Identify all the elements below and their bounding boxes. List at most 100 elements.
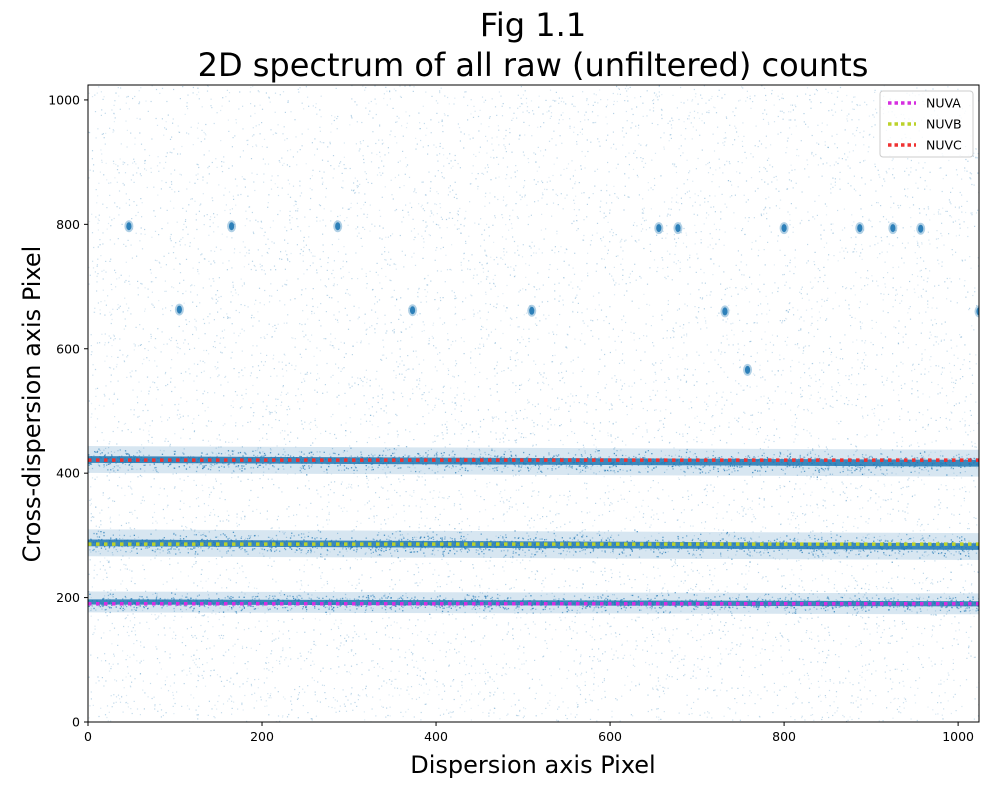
noise-count	[118, 514, 120, 516]
noise-count	[550, 675, 552, 677]
noise-count	[96, 281, 98, 283]
noise-count	[945, 426, 948, 428]
noise-count	[581, 150, 583, 153]
noise-count	[92, 267, 95, 269]
noise-count	[288, 630, 290, 632]
noise-count	[922, 597, 925, 599]
noise-count	[493, 305, 495, 308]
noise-count	[962, 376, 964, 378]
noise-count	[971, 583, 973, 585]
noise-count	[868, 584, 870, 586]
noise-count	[844, 492, 846, 494]
noise-count	[689, 197, 691, 199]
noise-count	[483, 610, 485, 612]
noise-count	[832, 406, 834, 408]
noise-count	[917, 687, 919, 689]
noise-count	[336, 319, 339, 321]
noise-count	[107, 550, 109, 552]
noise-count	[430, 448, 432, 450]
noise-count	[144, 422, 146, 424]
noise-count	[641, 160, 643, 162]
noise-count	[534, 323, 537, 325]
noise-count	[932, 297, 934, 299]
noise-count	[215, 447, 217, 449]
noise-count	[826, 162, 828, 164]
noise-count	[365, 287, 368, 289]
noise-count	[185, 219, 187, 221]
noise-count	[100, 660, 103, 662]
noise-count	[692, 675, 694, 677]
noise-count	[617, 255, 619, 257]
noise-count	[418, 527, 420, 529]
noise-count	[828, 110, 830, 112]
noise-count	[127, 164, 129, 166]
noise-count	[878, 419, 881, 421]
noise-count	[205, 134, 207, 136]
noise-count	[711, 181, 713, 183]
noise-count	[369, 230, 371, 232]
noise-count	[749, 341, 751, 343]
noise-count	[472, 116, 475, 118]
noise-count	[820, 157, 822, 159]
noise-count	[739, 319, 741, 321]
noise-count	[922, 644, 924, 646]
noise-count	[520, 617, 522, 619]
noise-count	[428, 343, 430, 345]
noise-count	[146, 357, 148, 359]
noise-count	[706, 111, 708, 113]
noise-count	[876, 631, 878, 633]
noise-count	[901, 257, 903, 259]
noise-count	[152, 516, 154, 518]
noise-count	[481, 96, 484, 98]
noise-count	[594, 639, 596, 641]
noise-count	[437, 170, 439, 172]
noise-count	[562, 299, 564, 301]
noise-count	[471, 624, 473, 626]
noise-count	[583, 239, 585, 241]
noise-count	[761, 85, 763, 87]
noise-count	[221, 105, 223, 107]
noise-count	[110, 695, 112, 697]
noise-count	[167, 419, 169, 421]
noise-count	[166, 495, 168, 497]
noise-count	[104, 360, 106, 362]
noise-count	[292, 156, 294, 158]
noise-count	[195, 637, 198, 639]
noise-count	[622, 353, 624, 355]
noise-count	[155, 347, 157, 349]
noise-count	[215, 478, 217, 480]
noise-count	[88, 177, 90, 179]
noise-count	[430, 617, 432, 619]
noise-count	[482, 173, 485, 175]
noise-count	[551, 468, 553, 470]
noise-count	[205, 580, 207, 582]
noise-count	[220, 446, 222, 448]
noise-count	[473, 313, 475, 315]
noise-count	[892, 168, 894, 170]
noise-count	[218, 618, 220, 621]
noise-count	[745, 286, 747, 288]
noise-count	[787, 137, 789, 139]
noise-count	[524, 194, 526, 196]
noise-count	[151, 236, 153, 238]
noise-count	[974, 486, 976, 488]
noise-count	[227, 316, 229, 318]
noise-count	[687, 283, 689, 285]
noise-count	[582, 444, 584, 446]
noise-count	[198, 612, 200, 614]
noise-count	[797, 538, 799, 540]
noise-count	[514, 612, 516, 614]
noise-count	[315, 424, 317, 426]
noise-count	[723, 608, 726, 610]
noise-count	[860, 326, 862, 328]
noise-count	[439, 524, 441, 526]
noise-count	[258, 124, 260, 126]
noise-count	[822, 383, 824, 385]
noise-count	[158, 494, 160, 496]
noise-count	[705, 217, 707, 219]
noise-count	[649, 674, 651, 676]
noise-count	[378, 688, 380, 690]
noise-count	[950, 553, 952, 555]
noise-count	[783, 273, 785, 276]
noise-count	[725, 321, 727, 323]
